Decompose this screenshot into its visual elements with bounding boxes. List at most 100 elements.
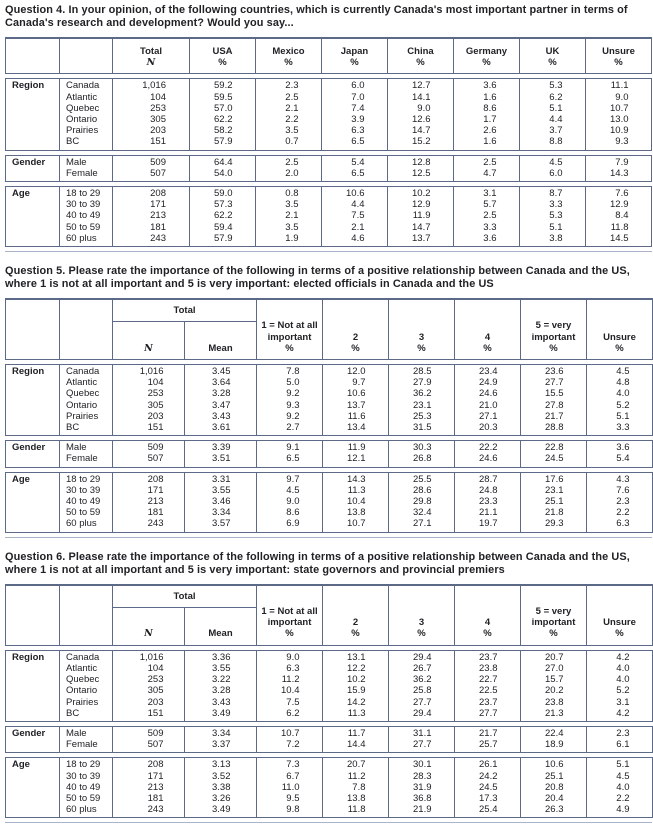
- value-cell: 4.8: [616, 377, 630, 389]
- subcolumn-header: N: [112, 321, 185, 361]
- value-cell: 2.5: [483, 210, 497, 222]
- value-cell: 22.2: [479, 442, 498, 454]
- value-cell: 5.3: [549, 210, 563, 222]
- section-label: Region: [5, 78, 60, 151]
- column-header: Mexico%: [255, 37, 322, 75]
- value-cell: 20.7: [545, 651, 564, 663]
- value-column: 509 507: [112, 154, 190, 183]
- table-header: Total 1 = Not at all important% 2% 3% 4% 5 = v…: [5, 298, 653, 361]
- value-cell: 10.7: [610, 102, 629, 114]
- value-cell: 5.2: [616, 399, 630, 411]
- value-cell: 27.7: [413, 739, 432, 751]
- category-cell: Male: [66, 727, 87, 739]
- value-cell: 20.2: [545, 685, 564, 697]
- value-cell: 6.0: [351, 80, 365, 92]
- value-cell: 0.7: [285, 136, 299, 148]
- value-cell: 3.3: [616, 422, 630, 434]
- value-cell: 27.1: [413, 518, 432, 530]
- value-cell: 57.3: [214, 199, 233, 211]
- column-header: 5 = very important%: [520, 298, 587, 361]
- value-cell: 6.5: [351, 136, 365, 148]
- value-cell: 3.45: [212, 366, 231, 378]
- value-cell: 2.1: [285, 102, 299, 114]
- value-cell: 2.0: [285, 167, 299, 179]
- value-column: 3.45 3.64 3.28 3.47 3.43 3.61: [184, 364, 257, 437]
- value-cell: 6.5: [286, 453, 300, 465]
- value-cell: 3.34: [212, 507, 231, 519]
- value-column: 6.0 7.0 7.4 3.9 6.3 6.5: [321, 78, 388, 151]
- value-cell: 2.5: [285, 156, 299, 168]
- value-cell: 24.6: [479, 388, 498, 400]
- value-cell: 3.36: [212, 651, 231, 663]
- value-cell: 10.7: [347, 518, 366, 530]
- value-cell: 181: [147, 507, 164, 519]
- value-column: 208 171 213 181 243: [112, 757, 185, 819]
- category-cell: 18 to 29: [66, 188, 101, 200]
- value-cell: 14.4: [347, 739, 366, 751]
- value-cell: 10.2: [412, 188, 431, 200]
- category-column: Male Female: [59, 440, 113, 468]
- total-group-header: Total: [112, 584, 257, 608]
- category-cell: 50 to 59: [66, 792, 101, 804]
- value-cell: 4.7: [483, 167, 497, 179]
- value-cell: 509: [147, 727, 164, 739]
- value-cell: 6.2: [286, 707, 300, 719]
- value-cell: 12.7: [412, 80, 431, 92]
- value-cell: 9.2: [286, 388, 300, 400]
- value-cell: 9.0: [286, 496, 300, 508]
- header-corner-cell: [59, 584, 113, 646]
- value-cell: 7.8: [286, 366, 300, 378]
- value-cell: 8.8: [549, 136, 563, 148]
- value-cell: 305: [147, 399, 164, 411]
- value-cell: 26.8: [413, 453, 432, 465]
- value-column: 8.7 3.3 5.3 5.1 3.8: [519, 186, 586, 248]
- value-cell: 203: [147, 696, 164, 708]
- value-cell: 2.2: [616, 507, 630, 519]
- value-cell: 4.5: [286, 484, 300, 496]
- value-cell: 23.7: [479, 651, 498, 663]
- value-cell: 58.2: [214, 125, 233, 137]
- value-cell: 3.64: [212, 377, 231, 389]
- value-cell: 29.4: [413, 651, 432, 663]
- value-cell: 9.0: [417, 102, 431, 114]
- value-column: 2.3 2.5 2.1 2.2 3.5 0.7: [255, 78, 322, 151]
- column-header: Germany%: [453, 37, 520, 75]
- section-label: Age: [5, 757, 60, 819]
- value-cell: 4.0: [616, 388, 630, 400]
- value-cell: 3.5: [285, 221, 299, 233]
- value-cell: 14.3: [610, 167, 629, 179]
- value-cell: 15.5: [545, 388, 564, 400]
- value-cell: 27.8: [545, 399, 564, 411]
- column-header: 4%: [454, 584, 521, 646]
- value-cell: 28.8: [545, 422, 564, 434]
- value-column: 208 171 213 181 243: [112, 186, 190, 248]
- category-cell: 50 to 59: [66, 221, 101, 233]
- value-cell: 104: [147, 377, 164, 389]
- value-cell: 25.5: [413, 473, 432, 485]
- value-cell: 21.7: [479, 727, 498, 739]
- value-cell: 253: [147, 388, 164, 400]
- value-cell: 22.8: [545, 442, 564, 454]
- value-cell: 9.0: [615, 91, 629, 103]
- category-cell: Quebec: [66, 102, 100, 114]
- value-column: 509 507: [112, 440, 185, 468]
- table-section: Age 18 to 29 30 to 39 40 to 49 50 to 59 60 pl…: [5, 757, 653, 819]
- value-cell: 28.7: [479, 473, 498, 485]
- category-column: Male Female: [59, 154, 113, 183]
- value-column: 17.6 23.1 25.1 21.8 29.3: [520, 471, 587, 533]
- value-cell: 2.2: [285, 114, 299, 126]
- value-cell: 59.2: [214, 80, 233, 92]
- value-cell: 11.7: [347, 727, 366, 739]
- value-cell: 28.5: [413, 366, 432, 378]
- value-cell: 7.2: [286, 739, 300, 751]
- value-cell: 5.4: [351, 156, 365, 168]
- value-cell: 7.6: [615, 188, 629, 200]
- column-header: Unsure%: [585, 37, 652, 75]
- value-cell: 21.1: [479, 507, 498, 519]
- category-cell: Female: [66, 453, 98, 465]
- total-group-header: Total: [112, 298, 257, 323]
- value-cell: 13.8: [347, 507, 366, 519]
- value-cell: 59.4: [214, 221, 233, 233]
- value-cell: 24.5: [545, 453, 564, 465]
- value-column: 2.3 6.1: [586, 725, 653, 754]
